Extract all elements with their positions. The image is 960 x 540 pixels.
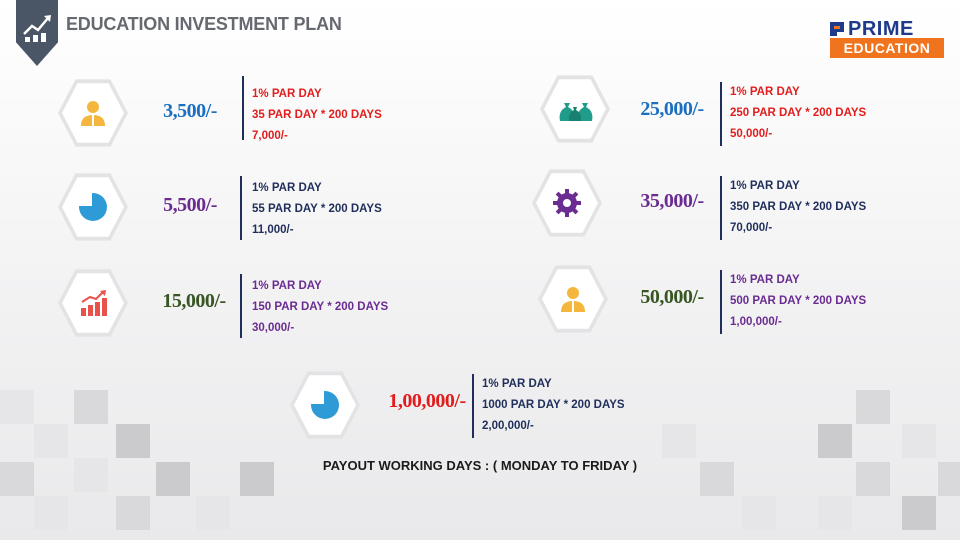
plan-hexagon xyxy=(58,79,128,147)
plan-amount: 5,500/- xyxy=(163,194,217,216)
plan-total: 1,00,000/- xyxy=(730,316,782,328)
divider xyxy=(242,76,244,140)
plan-rate: 1% PAR DAY xyxy=(252,88,322,100)
plan-calculation: 35 PAR DAY * 200 DAYS xyxy=(252,109,382,121)
plan-calculation: 350 PAR DAY * 200 DAYS xyxy=(730,201,867,213)
plan-card: 5,500/- 1% PAR DAY 55 PAR DAY * 200 DAYS… xyxy=(58,172,418,242)
divider xyxy=(240,176,242,240)
plan-total: 70,000/- xyxy=(730,222,773,234)
plan-card: 3,500/- 1% PAR DAY 35 PAR DAY * 200 DAYS… xyxy=(58,76,418,148)
gear-icon xyxy=(553,189,581,217)
divider xyxy=(720,176,722,240)
divider xyxy=(720,82,722,146)
prime-education-logo: PRIME EDUCATION xyxy=(826,18,944,60)
plan-hexagon xyxy=(538,265,608,333)
plan-details: 1% PAR DAY 350 PAR DAY * 200 DAYS 70,000… xyxy=(730,176,866,239)
divider xyxy=(240,274,242,338)
plan-calculation: 500 PAR DAY * 200 DAYS xyxy=(730,295,867,307)
plan-amount: 35,000/- xyxy=(640,190,704,212)
plan-details: 1% PAR DAY 1000 PAR DAY * 200 DAYS 2,00,… xyxy=(482,374,625,437)
plan-card: 1,00,000/- 1% PAR DAY 1000 PAR DAY * 200… xyxy=(290,370,670,440)
user-icon xyxy=(561,287,585,312)
plan-amount: 25,000/- xyxy=(640,98,704,120)
plan-rate: 1% PAR DAY xyxy=(730,274,800,286)
plan-total: 11,000/- xyxy=(252,224,294,236)
plan-total: 50,000/- xyxy=(730,128,773,140)
plan-details: 1% PAR DAY 35 PAR DAY * 200 DAYS 7,000/- xyxy=(252,84,382,147)
pie-chart-icon xyxy=(78,192,107,221)
plan-rate: 1% PAR DAY xyxy=(730,86,800,98)
divider xyxy=(472,374,474,438)
plan-card: 25,000/- 1% PAR DAY 250 PAR DAY * 200 DA… xyxy=(540,74,900,146)
plan-hexagon xyxy=(58,269,128,337)
plan-rate: 1% PAR DAY xyxy=(252,182,322,194)
plan-hexagon xyxy=(290,371,360,439)
user-icon xyxy=(81,101,105,126)
plan-total: 7,000/- xyxy=(252,130,288,142)
plan-card: 15,000/- 1% PAR DAY 150 PAR DAY * 200 DA… xyxy=(58,268,418,338)
plan-details: 1% PAR DAY 55 PAR DAY * 200 DAYS 11,000/… xyxy=(252,178,382,241)
pie-chart-icon xyxy=(310,390,339,419)
plan-card: 50,000/- 1% PAR DAY 500 PAR DAY * 200 DA… xyxy=(538,264,898,334)
plan-total: 30,000/- xyxy=(252,322,295,334)
plan-amount: 1,00,000/- xyxy=(388,390,466,412)
plan-calculation: 250 PAR DAY * 200 DAYS xyxy=(730,107,867,119)
plan-calculation: 150 PAR DAY * 200 DAYS xyxy=(252,301,389,313)
plan-calculation: 55 PAR DAY * 200 DAYS xyxy=(252,203,382,215)
logo-mark-icon xyxy=(830,22,844,36)
plan-card: 35,000/- 1% PAR DAY 350 PAR DAY * 200 DA… xyxy=(532,168,892,240)
plan-rate: 1% PAR DAY xyxy=(252,280,322,292)
plan-hexagon xyxy=(58,173,128,241)
plan-total: 2,00,000/- xyxy=(482,420,534,432)
plan-details: 1% PAR DAY 250 PAR DAY * 200 DAYS 50,000… xyxy=(730,82,866,145)
plan-hexagon xyxy=(540,75,610,143)
growth-chart-icon xyxy=(81,290,107,316)
page-title: EDUCATION INVESTMENT PLAN xyxy=(66,14,342,34)
plan-calculation: 1000 PAR DAY * 200 DAYS xyxy=(482,399,625,411)
plan-details: 1% PAR DAY 150 PAR DAY * 200 DAYS 30,000… xyxy=(252,276,388,339)
logo-text-education: EDUCATION xyxy=(830,38,944,58)
plan-amount: 3,500/- xyxy=(163,100,217,122)
plan-amount: 15,000/- xyxy=(162,290,226,312)
divider xyxy=(720,270,722,334)
plan-rate: 1% PAR DAY xyxy=(730,180,800,192)
plan-hexagon xyxy=(532,169,602,237)
plan-details: 1% PAR DAY 500 PAR DAY * 200 DAYS 1,00,0… xyxy=(730,270,866,333)
plan-amount: 50,000/- xyxy=(640,286,704,308)
growth-chart-badge-icon xyxy=(16,0,58,66)
plan-rate: 1% PAR DAY xyxy=(482,378,552,390)
logo-text-prime: PRIME xyxy=(848,18,914,40)
payout-days-note: PAYOUT WORKING DAYS : ( MONDAY TO FRIDAY… xyxy=(322,458,638,473)
money-bags-icon xyxy=(559,103,593,121)
